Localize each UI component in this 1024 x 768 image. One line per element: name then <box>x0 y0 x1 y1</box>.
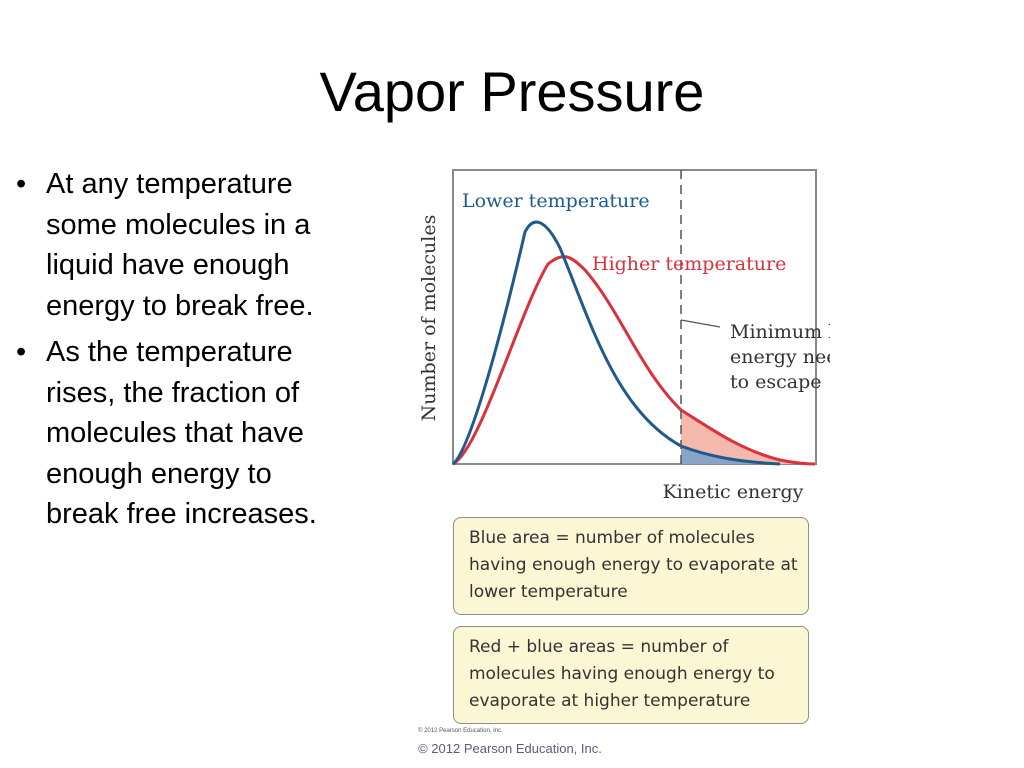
bullet-dot: • <box>16 336 27 368</box>
slide-title: Vapor Pressure <box>319 60 705 123</box>
threshold-label-line: to escape <box>730 371 821 393</box>
higher-temperature-label: Higher temperature <box>592 253 786 275</box>
bullet-item: • At any temperature some molecules in a… <box>12 164 342 326</box>
bullet-text: At any temperature some molecules in a l… <box>46 168 314 322</box>
bullet-dot: • <box>16 168 27 200</box>
slide-footer-credit: © 2012 Pearson Education, Inc. <box>418 741 602 756</box>
x-axis-label: Kinetic energy <box>663 481 804 503</box>
lower-temperature-tail-area <box>681 446 780 464</box>
blue-area-info-box: Blue area = number of molecules having e… <box>453 517 809 615</box>
red-blue-area-info-box: Red + blue areas = number of molecules h… <box>453 626 809 724</box>
bullet-item: • As the temperature rises, the fraction… <box>12 332 342 535</box>
threshold-callout-line <box>680 319 721 328</box>
bullet-text: As the temperature rises, the fraction o… <box>46 336 317 530</box>
figure-credit: © 2012 Pearson Education, Inc. <box>418 728 503 734</box>
lower-temperature-label: Lower temperature <box>462 190 650 212</box>
higher-temperature-curve <box>452 255 816 466</box>
threshold-label-line: energy needed <box>730 346 830 368</box>
energy-distribution-figure: Lower temperature Higher temperature Min… <box>418 169 830 503</box>
plot-frame <box>452 169 817 465</box>
y-axis-label: Number of molecules <box>418 215 440 422</box>
higher-temperature-tail-area <box>681 410 815 464</box>
lower-temperature-curve <box>451 220 781 466</box>
threshold-label-line: Minimum kinetic <box>730 321 830 343</box>
bullet-list: • At any temperature some molecules in a… <box>12 164 342 541</box>
